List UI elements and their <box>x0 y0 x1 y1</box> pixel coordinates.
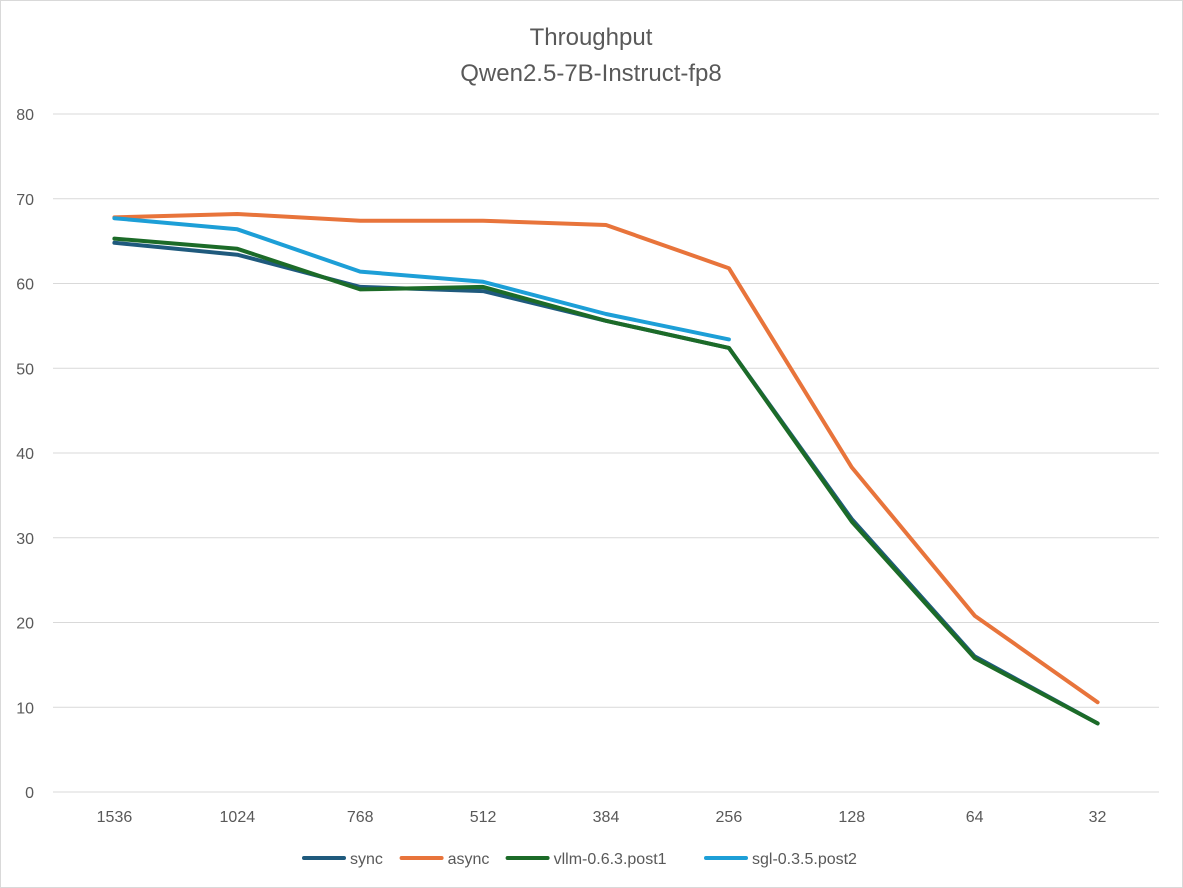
legend-item[interactable]: async <box>399 851 490 868</box>
y-axis-ticks: 0 10 20 30 40 50 60 70 80 <box>16 107 34 802</box>
legend-label: async <box>448 851 490 868</box>
y-tick-label: 60 <box>16 277 34 294</box>
y-tick-label: 70 <box>16 192 34 209</box>
legend-item[interactable]: sync <box>302 851 383 868</box>
x-axis-ticks: 1536 1024 768 512 384 256 128 64 32 <box>97 809 1107 826</box>
y-tick-label: 0 <box>25 785 34 802</box>
x-tick-label: 512 <box>470 809 497 826</box>
x-tick-label: 64 <box>966 809 984 826</box>
chart-subtitle: Qwen2.5-7B-Instruct-fp8 <box>460 60 721 87</box>
grid-layer <box>53 113 1159 793</box>
chart-title: Throughput <box>530 24 653 51</box>
x-tick-label: 768 <box>347 809 374 826</box>
x-tick-label: 1024 <box>220 809 256 826</box>
legend: sync async vllm-0.6.3.post1 sgl-0.3.5.post2 <box>302 851 857 868</box>
x-tick-label: 384 <box>593 809 620 826</box>
legend-label: sgl-0.3.5.post2 <box>752 851 857 868</box>
x-tick-label: 128 <box>838 809 865 826</box>
x-tick-label: 1536 <box>97 809 133 826</box>
series-line-2 <box>112 236 1100 726</box>
y-tick-label: 10 <box>16 700 34 717</box>
legend-item[interactable]: vllm-0.6.3.post1 <box>505 851 667 868</box>
y-tick-label: 30 <box>16 531 34 548</box>
x-tick-label: 32 <box>1089 809 1107 826</box>
y-tick-label: 80 <box>16 107 34 124</box>
x-tick-label: 256 <box>716 809 743 826</box>
y-tick-label: 20 <box>16 616 34 633</box>
series-layer <box>112 212 1100 726</box>
y-tick-label: 40 <box>16 446 34 463</box>
legend-label: sync <box>350 851 383 868</box>
legend-item[interactable]: sgl-0.3.5.post2 <box>704 851 857 868</box>
y-tick-label: 50 <box>16 361 34 378</box>
legend-label: vllm-0.6.3.post1 <box>554 851 667 868</box>
series-line-3 <box>112 216 731 342</box>
